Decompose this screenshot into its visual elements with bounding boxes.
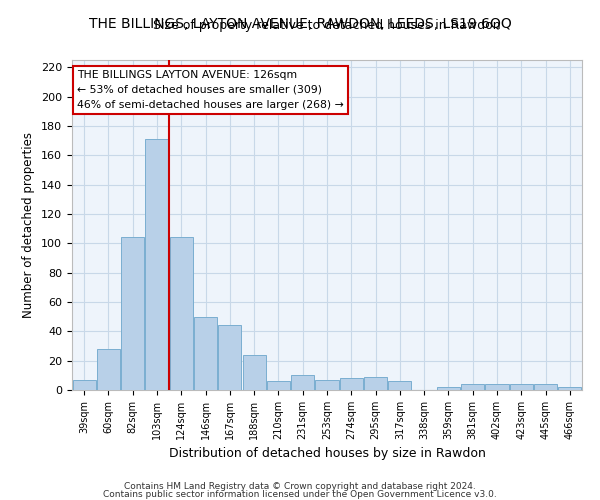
Bar (73, 380, 95, 390)
Y-axis label: Number of detached properties: Number of detached properties (22, 132, 35, 318)
Bar (534, 384, 557, 390)
Bar (170, 238, 193, 390)
Bar (121, 238, 144, 390)
Text: THE BILLINGS LAYTON AVENUE: 126sqm
← 53% of detached houses are smaller (309)
46: THE BILLINGS LAYTON AVENUE: 126sqm ← 53%… (77, 70, 344, 110)
Bar (218, 326, 241, 390)
Bar (97, 349, 120, 390)
Bar (510, 384, 533, 390)
Bar (485, 384, 509, 390)
Bar (291, 376, 314, 390)
Text: Contains public sector information licensed under the Open Government Licence v3: Contains public sector information licen… (103, 490, 497, 499)
Bar (388, 381, 412, 390)
Bar (559, 387, 581, 390)
Bar (316, 380, 338, 390)
Bar (267, 381, 290, 390)
Bar (437, 387, 460, 390)
Title: Size of property relative to detached houses in Rawdon: Size of property relative to detached ho… (153, 20, 501, 32)
Bar (242, 355, 266, 390)
Bar (340, 378, 363, 390)
Bar (461, 384, 484, 390)
Bar (194, 316, 217, 390)
Text: THE BILLINGS, LAYTON AVENUE, RAWDON, LEEDS, LS19 6QQ: THE BILLINGS, LAYTON AVENUE, RAWDON, LEE… (89, 18, 511, 32)
Bar (364, 377, 387, 390)
Bar (145, 139, 169, 390)
Text: Contains HM Land Registry data © Crown copyright and database right 2024.: Contains HM Land Registry data © Crown c… (124, 482, 476, 491)
X-axis label: Distribution of detached houses by size in Rawdon: Distribution of detached houses by size … (169, 448, 485, 460)
